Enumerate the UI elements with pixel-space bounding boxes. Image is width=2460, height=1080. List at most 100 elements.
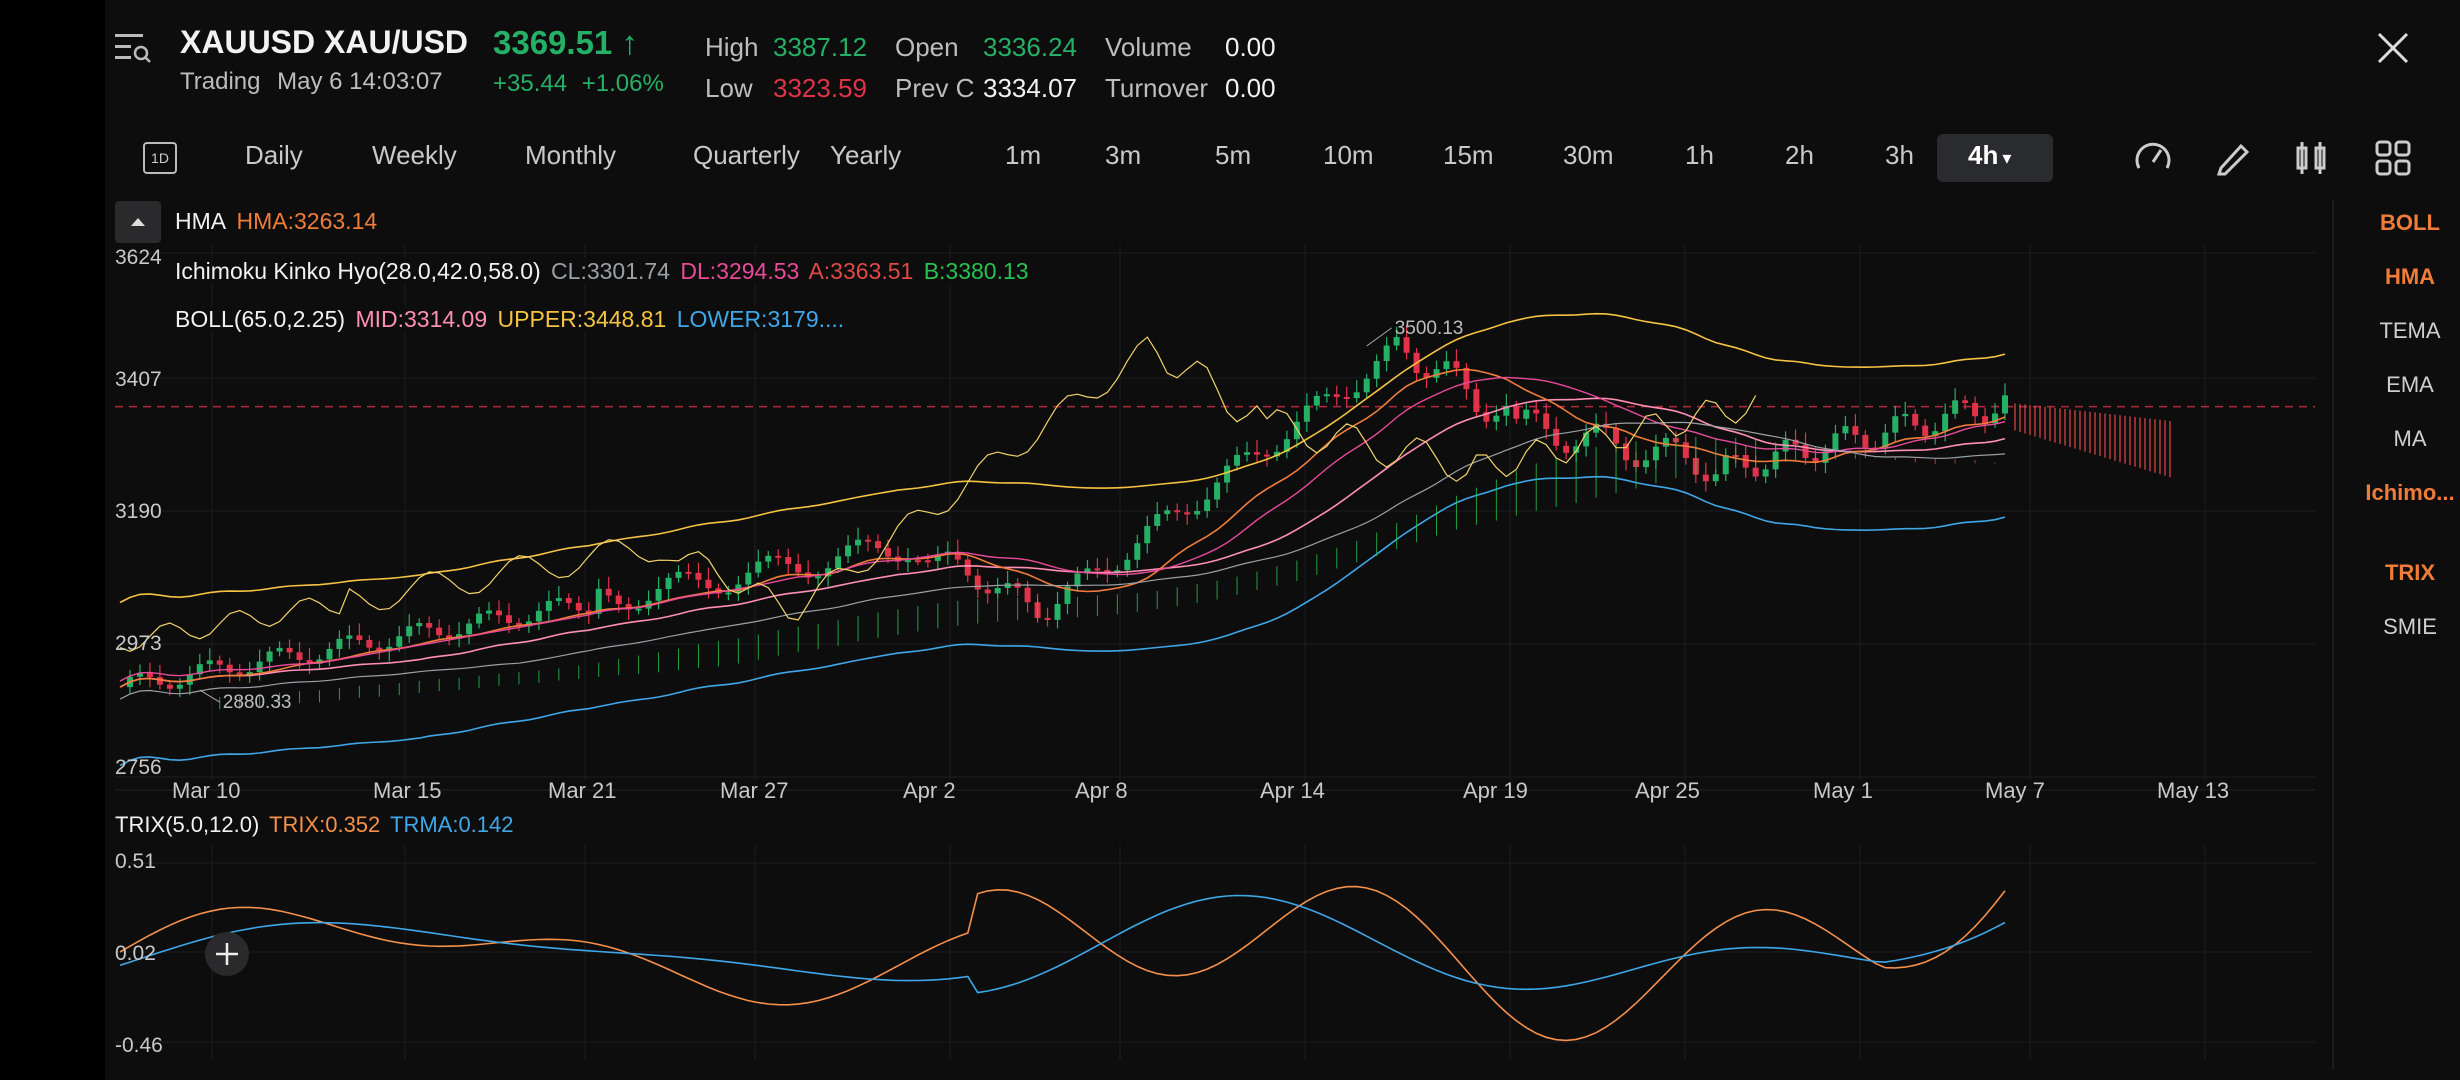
- symbol-title: XAUUSD XAU/USD: [180, 24, 469, 60]
- candle-body: [1423, 373, 1430, 378]
- candle-body: [595, 588, 602, 614]
- chevron-up-icon: [131, 218, 145, 226]
- candle-body: [1194, 511, 1201, 515]
- crosshair-add-button[interactable]: [205, 932, 249, 976]
- candle-body: [286, 647, 293, 653]
- candle-body: [1503, 405, 1510, 416]
- indicator-toggle-ichimo[interactable]: Ichimo...: [2365, 480, 2455, 505]
- tab-15m[interactable]: 15m: [1443, 140, 1494, 170]
- candle-body: [815, 576, 822, 579]
- candle-body: [505, 615, 512, 623]
- menu-search-icon[interactable]: [113, 30, 153, 64]
- ichimoku-a: A:3363.51: [808, 258, 914, 284]
- candle-body: [1383, 345, 1390, 362]
- candle-body: [446, 635, 453, 639]
- candle-body: [1902, 413, 1909, 417]
- candle-body: [1982, 416, 1989, 424]
- candle-body: [974, 575, 981, 590]
- candle-body: [585, 610, 592, 614]
- x-tick-apr-2: Apr 2: [903, 778, 956, 803]
- candle-body: [725, 592, 732, 595]
- tab-10m[interactable]: 10m: [1323, 140, 1374, 170]
- candle-body: [845, 545, 852, 557]
- sub-indicator-toggle-smie[interactable]: SMIE: [2383, 614, 2437, 639]
- candle-body: [1184, 512, 1191, 515]
- indicator-toggle-hma[interactable]: HMA: [2384, 264, 2436, 289]
- trix-name: TRIX(5.0,12.0): [115, 812, 260, 837]
- tab-30m[interactable]: 30m: [1563, 140, 1614, 170]
- price-chart[interactable]: 3500.13 2880.33: [115, 195, 2315, 1065]
- trix-line: [119, 885, 2006, 1042]
- candle-body: [884, 548, 891, 557]
- candle-body: [555, 598, 562, 601]
- y-tick-2756: 2756: [115, 756, 162, 779]
- indicator-toggle-boll[interactable]: BOLL: [2380, 210, 2440, 235]
- indicator-toggle-ma[interactable]: MA: [2393, 426, 2427, 451]
- tab-weekly[interactable]: Weekly: [372, 140, 457, 170]
- price-up-arrow-icon: ↑: [621, 24, 638, 61]
- tab-2h[interactable]: 2h: [1785, 140, 1814, 170]
- candle-body: [1613, 427, 1620, 444]
- x-tick-mar-21: Mar 21: [548, 778, 617, 803]
- speedometer-icon[interactable]: [2133, 138, 2173, 178]
- calendar-1d-icon[interactable]: 1D: [143, 142, 177, 174]
- candle-body: [1722, 455, 1729, 475]
- tab-5m[interactable]: 5m: [1215, 140, 1252, 170]
- ichimoku-cl-line: [119, 421, 2006, 700]
- tab-4h-label[interactable]: 4h ▾: [1968, 140, 2011, 171]
- candle-body: [336, 638, 343, 649]
- candle-body: [1942, 413, 1949, 432]
- tab-quarterly[interactable]: Quarterly: [693, 140, 800, 170]
- tab-4h-active[interactable]: [1937, 134, 2053, 182]
- candle-body: [964, 559, 971, 576]
- candle-body: [326, 648, 333, 660]
- candle-body: [1283, 439, 1290, 452]
- candle-body: [665, 577, 672, 589]
- x-tick-apr-19: Apr 19: [1463, 778, 1528, 803]
- candle-body: [1702, 474, 1709, 482]
- tab-yearly[interactable]: Yearly: [830, 140, 902, 170]
- candle-body: [924, 560, 931, 563]
- y-tick-3190: 3190: [115, 500, 162, 523]
- grid-layout-icon[interactable]: [2373, 138, 2413, 178]
- hma-value: HMA:3263.14: [236, 208, 378, 234]
- indicator-toggle-tema[interactable]: TEMA: [2379, 318, 2441, 343]
- tab-1m[interactable]: 1m: [1005, 140, 1042, 170]
- candlestick-type-icon[interactable]: [2291, 138, 2331, 178]
- candle-body: [166, 684, 173, 689]
- ichimoku-dl: DL:3294.53: [680, 258, 800, 284]
- sub-indicator-toggle-trix[interactable]: TRIX: [2384, 560, 2436, 585]
- candle-body: [1892, 416, 1899, 433]
- last-price-value: 3369.51: [493, 24, 613, 61]
- candle-body: [1962, 400, 1969, 403]
- tab-daily[interactable]: Daily: [245, 140, 303, 170]
- collapse-indicators-button[interactable]: [115, 201, 161, 243]
- candle-body: [1044, 617, 1051, 620]
- change-value: +35.44: [493, 70, 568, 97]
- close-icon[interactable]: [2375, 30, 2411, 66]
- candle-body: [855, 539, 862, 546]
- indicator-toggle-ema[interactable]: EMA: [2386, 372, 2434, 397]
- boll-name: BOLL(65.0,2.25): [175, 306, 346, 332]
- tab-3h[interactable]: 3h: [1885, 140, 1914, 170]
- candle-body: [1353, 392, 1360, 399]
- candle-body: [416, 622, 423, 627]
- ichimoku-cl: CL:3301.74: [551, 258, 670, 284]
- candle-body: [1174, 510, 1181, 513]
- trix-y-tick-top: 0.51: [115, 850, 156, 873]
- status-datetime: May 6 14:03:07: [277, 68, 443, 95]
- tab-3m[interactable]: 3m: [1105, 140, 1142, 170]
- pencil-draw-icon[interactable]: [2213, 138, 2253, 178]
- candle-body: [306, 659, 313, 664]
- candle-body: [1822, 451, 1829, 463]
- candle-body: [1523, 409, 1530, 419]
- candle-body: [1134, 543, 1141, 560]
- turnover-value: 0.00: [1225, 73, 1276, 103]
- candle-body: [1433, 369, 1440, 378]
- candle-body: [1463, 367, 1470, 390]
- candle-body: [1972, 402, 1979, 417]
- candle-body: [565, 598, 572, 603]
- tab-1h[interactable]: 1h: [1685, 140, 1714, 170]
- tab-monthly[interactable]: Monthly: [525, 140, 617, 170]
- candle-body: [1443, 361, 1450, 370]
